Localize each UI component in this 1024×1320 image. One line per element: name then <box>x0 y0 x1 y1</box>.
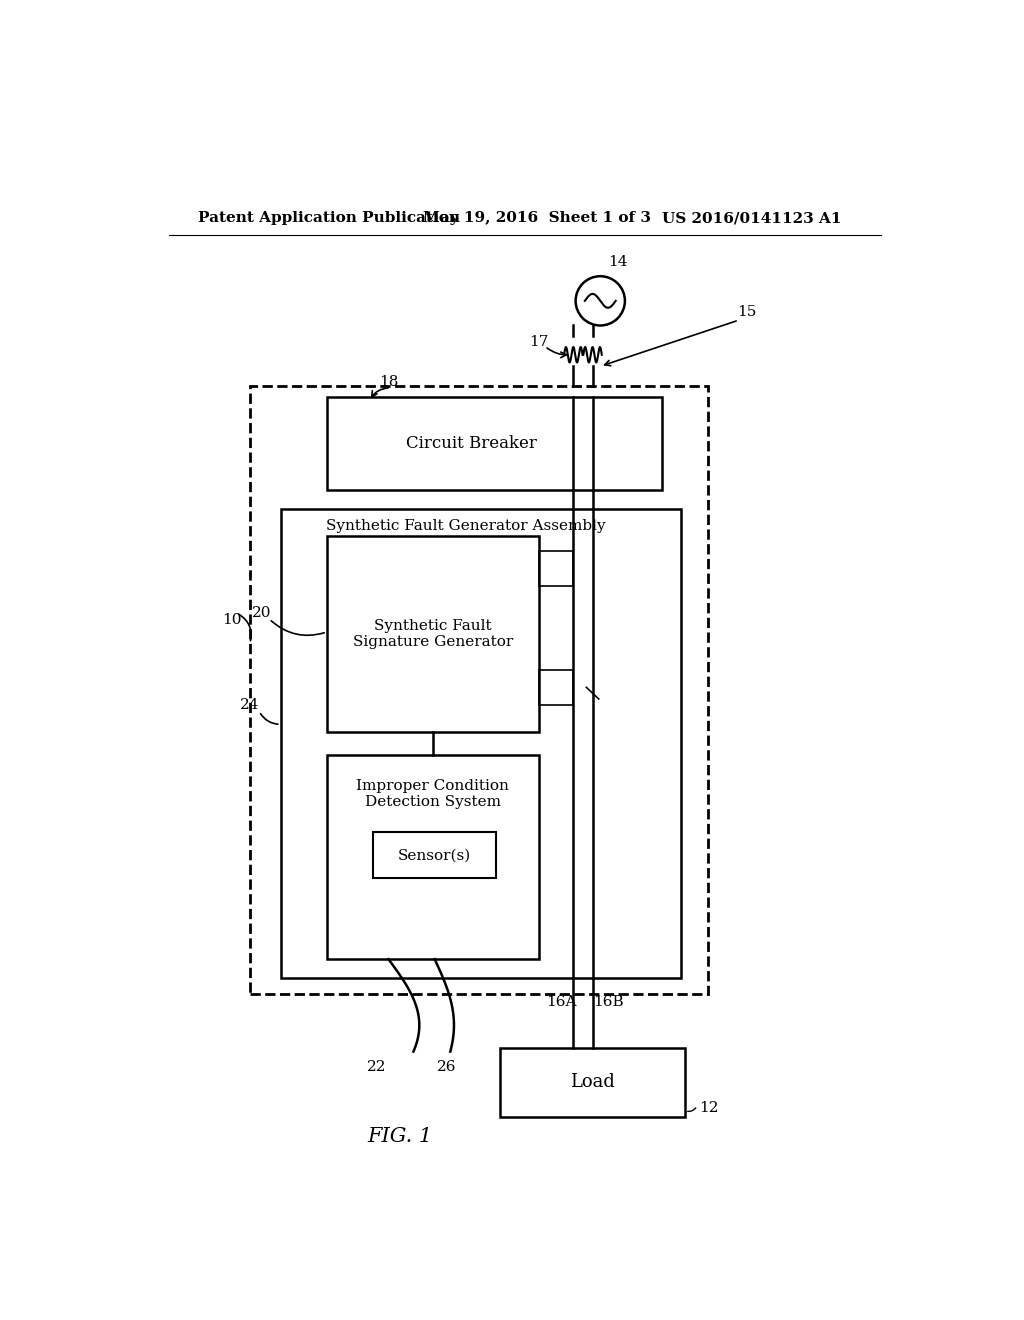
Text: 26: 26 <box>436 1060 456 1074</box>
Bar <box>327 397 662 490</box>
Text: 22: 22 <box>368 1060 387 1074</box>
Text: 16A: 16A <box>547 994 577 1008</box>
Bar <box>281 508 681 978</box>
Text: Load: Load <box>570 1073 615 1092</box>
Text: US 2016/0141123 A1: US 2016/0141123 A1 <box>662 211 842 226</box>
Text: Sensor(s): Sensor(s) <box>398 849 471 862</box>
Text: Patent Application Publication: Patent Application Publication <box>199 211 461 226</box>
Text: 10: 10 <box>222 614 242 627</box>
Text: Improper Condition
Detection System: Improper Condition Detection System <box>356 779 509 809</box>
Bar <box>327 755 539 960</box>
Text: 17: 17 <box>529 335 548 348</box>
Text: Synthetic Fault Generator Assembly: Synthetic Fault Generator Assembly <box>326 519 605 533</box>
Bar <box>539 552 573 586</box>
Text: 20: 20 <box>252 606 271 619</box>
Text: 15: 15 <box>737 305 757 319</box>
Text: 14: 14 <box>608 255 628 268</box>
Text: 24: 24 <box>241 698 260 711</box>
Bar <box>500 1048 685 1117</box>
Text: Circuit Breaker: Circuit Breaker <box>406 434 537 451</box>
Bar <box>373 832 497 878</box>
Text: 18: 18 <box>379 375 398 388</box>
Bar <box>539 671 573 705</box>
Bar <box>250 385 708 994</box>
Text: Synthetic Fault
Signature Generator: Synthetic Fault Signature Generator <box>352 619 513 649</box>
Bar <box>327 536 539 733</box>
Text: FIG. 1: FIG. 1 <box>368 1127 432 1146</box>
Text: 12: 12 <box>698 1101 718 1115</box>
Text: May 19, 2016  Sheet 1 of 3: May 19, 2016 Sheet 1 of 3 <box>423 211 651 226</box>
Text: 16B: 16B <box>593 994 624 1008</box>
